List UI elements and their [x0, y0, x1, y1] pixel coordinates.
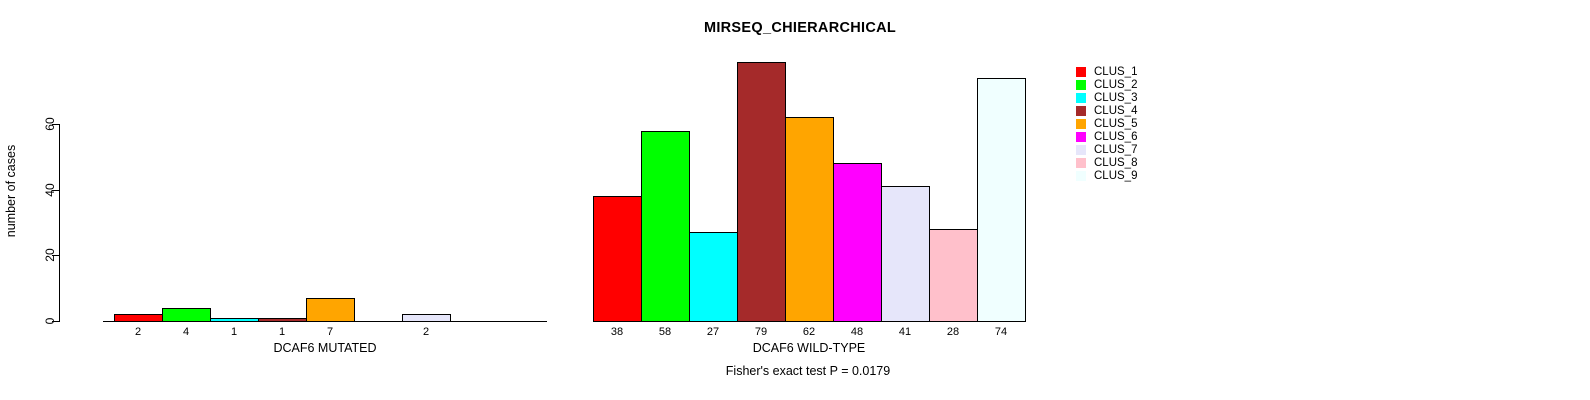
bar-value-label-CLUS_7-left: 2 [422, 326, 430, 338]
bar-CLUS_5-left [306, 298, 355, 322]
bar-CLUS_1-left [114, 314, 163, 322]
legend-label-CLUS_1: CLUS_1 [1094, 66, 1138, 78]
bar-CLUS_4-right [737, 62, 786, 322]
bar-value-label-CLUS_7-right: 41 [898, 326, 912, 338]
legend-swatch-CLUS_6 [1076, 132, 1086, 142]
legend-label-CLUS_8: CLUS_8 [1094, 157, 1138, 169]
bar-CLUS_3-left [210, 318, 259, 322]
bar-value-label-CLUS_2-right: 58 [658, 326, 672, 338]
y-tick-label-60: 60 [43, 117, 57, 131]
legend-label-CLUS_2: CLUS_2 [1094, 79, 1138, 91]
legend-label-CLUS_9: CLUS_9 [1094, 170, 1138, 182]
bar-CLUS_7-left [402, 314, 451, 322]
legend-swatch-CLUS_7 [1076, 145, 1086, 155]
y-tick-label-20: 20 [43, 248, 57, 262]
bar-value-label-CLUS_5-left: 7 [326, 326, 334, 338]
bar-value-label-CLUS_5-right: 62 [802, 326, 816, 338]
legend-label-CLUS_4: CLUS_4 [1094, 105, 1138, 117]
legend-label-CLUS_7: CLUS_7 [1094, 144, 1138, 156]
bar-CLUS_2-right [641, 131, 690, 322]
bar-CLUS_2-left [162, 308, 211, 322]
y-tick-mark-60 [52, 124, 59, 125]
chart-title: MIRSEQ_CHIERARCHICAL [703, 20, 897, 36]
legend-label-CLUS_5: CLUS_5 [1094, 118, 1138, 130]
legend-swatch-CLUS_4 [1076, 106, 1086, 116]
legend-label-CLUS_3: CLUS_3 [1094, 92, 1138, 104]
bar-value-label-CLUS_8-right: 28 [946, 326, 960, 338]
bar-value-label-CLUS_1-left: 2 [134, 326, 142, 338]
y-tick-mark-20 [52, 255, 59, 256]
bar-CLUS_4-left [258, 318, 307, 322]
bar-value-label-CLUS_4-left: 1 [278, 326, 286, 338]
legend-swatch-CLUS_1 [1076, 67, 1086, 77]
y-axis-title: number of cases [4, 144, 18, 238]
x-axis-title-mutated: DCAF6 MUTATED [273, 341, 377, 355]
bar-value-label-CLUS_1-right: 38 [610, 326, 624, 338]
y-tick-label-40: 40 [43, 183, 57, 197]
y-tick-mark-0 [52, 321, 59, 322]
bar-value-label-CLUS_3-left: 1 [230, 326, 238, 338]
bar-value-label-CLUS_9-right: 74 [994, 326, 1008, 338]
bar-CLUS_6-right [833, 163, 882, 322]
bar-CLUS_9-right [977, 78, 1026, 322]
bar-value-label-CLUS_4-right: 79 [754, 326, 768, 338]
y-tick-label-0: 0 [43, 317, 57, 325]
legend-swatch-CLUS_9 [1076, 171, 1086, 181]
y-tick-mark-40 [52, 190, 59, 191]
y-axis-line [59, 124, 60, 322]
bar-CLUS_1-right [593, 196, 642, 322]
legend-swatch-CLUS_8 [1076, 158, 1086, 168]
legend-swatch-CLUS_2 [1076, 80, 1086, 90]
bar-CLUS_5-right [785, 117, 834, 322]
legend-swatch-CLUS_5 [1076, 119, 1086, 129]
fisher-test-annotation: Fisher's exact test P = 0.0179 [725, 364, 891, 378]
legend-label-CLUS_6: CLUS_6 [1094, 131, 1138, 143]
legend-swatch-CLUS_3 [1076, 93, 1086, 103]
bar-value-label-CLUS_2-left: 4 [182, 326, 190, 338]
bar-value-label-CLUS_3-right: 27 [706, 326, 720, 338]
bar-value-label-CLUS_6-right: 48 [850, 326, 864, 338]
bar-CLUS_8-right [929, 229, 978, 322]
x-axis-title-wildtype: DCAF6 WILD-TYPE [752, 341, 866, 355]
bar-CLUS_3-right [689, 232, 738, 322]
bar-CLUS_7-right [881, 186, 930, 322]
